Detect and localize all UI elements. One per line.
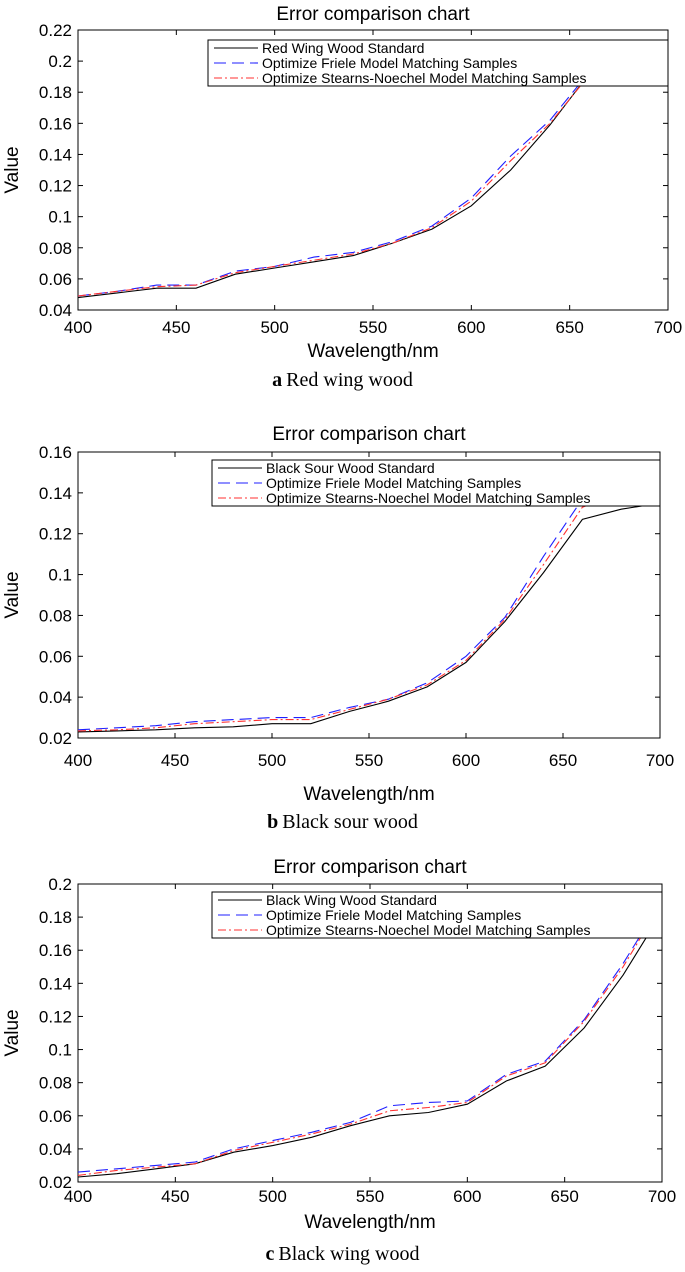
chart-panel-c: Error comparison chart 400 450 500 550 600 650… — [0, 850, 685, 1240]
y-axis-label: Value — [2, 571, 23, 618]
x-tick-label: 450 — [161, 751, 189, 770]
caption-a: a Red wing wood — [0, 369, 685, 392]
legend-label-3: Optimize Stearns-Noechel Model Matching … — [266, 922, 590, 938]
y-tick-label: 0.14 — [39, 484, 72, 503]
x-tick-label: 400 — [64, 1187, 92, 1206]
y-tick-label: 0.22 — [39, 21, 72, 40]
y-tick-label: 0.02 — [39, 729, 72, 748]
x-tick-label: 700 — [654, 318, 682, 337]
legend-label-2: Optimize Friele Model Matching Samples — [262, 55, 517, 71]
x-tick-label: 550 — [356, 1187, 384, 1206]
series-line-1 — [77, 66, 669, 299]
series-line-3 — [77, 60, 669, 297]
x-tick-label: 650 — [549, 751, 577, 770]
x-tick-label: 700 — [646, 751, 674, 770]
x-tick-label: 600 — [457, 318, 485, 337]
x-tick-label: 500 — [260, 318, 288, 337]
y-tick-label: 0.06 — [39, 647, 72, 666]
x-tick-label: 500 — [258, 751, 286, 770]
legend-label-2: Optimize Friele Model Matching Samples — [266, 475, 521, 491]
legend-label-3: Optimize Stearns-Noechel Model Matching … — [266, 490, 590, 506]
x-tick-label: 650 — [550, 1187, 578, 1206]
series-line-3 — [77, 488, 661, 732]
series-line-2 — [77, 900, 663, 1173]
series-line-1 — [77, 911, 663, 1178]
chart-b-svg: Error comparison chart 400 450 500 550 600 650… — [2, 424, 674, 805]
y-tick-label: 0.04 — [39, 688, 72, 707]
caption-b-letter: b — [267, 811, 279, 833]
x-tick-label: 650 — [555, 318, 583, 337]
chart-a-svg: Error comparison chart 400 450 500 550 600 650… — [2, 4, 682, 362]
x-axis-label: Wavelength/nm — [303, 784, 434, 805]
legend-label-1: Black Sour Wood Standard — [266, 460, 435, 476]
caption-a-text: Red wing wood — [286, 369, 413, 391]
y-tick-label: 0.12 — [39, 525, 72, 544]
y-tick-label: 0.06 — [39, 270, 72, 289]
chart-title: Error comparison chart — [272, 424, 466, 445]
caption-a-letter: a — [272, 369, 283, 391]
caption-c: c Black wing wood — [0, 1243, 685, 1266]
y-tick-label: 0.2 — [48, 875, 72, 894]
legend-box — [211, 459, 661, 507]
legend-label-1: Black Wing Wood Standard — [266, 892, 437, 908]
y-tick-label: 0.14 — [39, 145, 72, 164]
y-axis-label: Value — [2, 146, 23, 193]
y-tick-label: 0.12 — [39, 1007, 72, 1026]
caption-b: b Black sour wood — [0, 811, 685, 834]
y-tick-label: 0.16 — [39, 443, 72, 462]
x-tick-label: 550 — [355, 751, 383, 770]
y-tick-label: 0.16 — [39, 114, 72, 133]
chart-panel-a: Error comparison chart 400 450 500 550 600 650… — [0, 0, 685, 368]
y-tick-label: 0.04 — [39, 301, 72, 320]
legend-label-1: Red Wing Wood Standard — [262, 40, 424, 56]
caption-b-text: Black sour wood — [282, 811, 418, 833]
x-tick-label: 450 — [162, 318, 190, 337]
legend-label-2: Optimize Friele Model Matching Samples — [266, 907, 521, 923]
x-tick-label: 600 — [452, 751, 480, 770]
y-tick-label: 0.14 — [39, 974, 72, 993]
chart-title: Error comparison chart — [276, 4, 470, 25]
y-tick-label: 0.06 — [39, 1107, 72, 1126]
x-axis-label: Wavelength/nm — [307, 341, 438, 362]
series-line-2 — [77, 57, 669, 297]
y-tick-label: 0.1 — [48, 208, 72, 227]
x-tick-label: 500 — [258, 1187, 286, 1206]
y-tick-label: 0.18 — [39, 83, 72, 102]
y-tick-label: 0.08 — [39, 239, 72, 258]
legend-box — [207, 39, 669, 87]
x-tick-label: 450 — [161, 1187, 189, 1206]
y-tick-label: 0.02 — [39, 1173, 72, 1192]
x-axis-label: Wavelength/nm — [304, 1212, 435, 1233]
y-tick-label: 0.08 — [39, 1074, 72, 1093]
x-tick-label: 400 — [64, 751, 92, 770]
x-tick-label: 550 — [359, 318, 387, 337]
y-tick-label: 0.1 — [48, 1041, 72, 1060]
series-line-1 — [77, 502, 661, 733]
caption-c-text: Black wing wood — [278, 1243, 420, 1265]
chart-title: Error comparison chart — [273, 857, 467, 878]
x-tick-label: 400 — [64, 318, 92, 337]
series-line-2 — [77, 478, 661, 731]
legend-box — [211, 891, 663, 939]
x-tick-label: 600 — [453, 1187, 481, 1206]
y-tick-label: 0.1 — [48, 566, 72, 585]
legend-label-3: Optimize Stearns-Noechel Model Matching … — [262, 70, 586, 86]
y-tick-label: 0.2 — [48, 52, 72, 71]
y-axis-label: Value — [2, 1009, 23, 1056]
y-tick-label: 0.16 — [39, 941, 72, 960]
y-tick-label: 0.12 — [39, 177, 72, 196]
caption-c-letter: c — [265, 1243, 275, 1265]
y-tick-label: 0.08 — [39, 606, 72, 625]
chart-panel-b: Error comparison chart 400 450 500 550 600 650… — [0, 416, 685, 806]
x-tick-label: 700 — [648, 1187, 676, 1206]
y-tick-label: 0.04 — [39, 1140, 72, 1159]
chart-c-svg: Error comparison chart 400 450 500 550 600 650… — [2, 857, 676, 1233]
y-tick-label: 0.18 — [39, 908, 72, 927]
series-line-3 — [77, 901, 663, 1176]
